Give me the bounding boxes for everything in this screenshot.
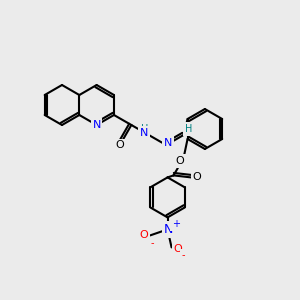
Text: -: -: [150, 238, 154, 248]
Text: O: O: [140, 230, 148, 240]
Text: N: N: [140, 128, 148, 138]
Text: O: O: [115, 140, 124, 150]
Text: O: O: [173, 244, 182, 254]
Text: H: H: [185, 124, 192, 134]
Text: N: N: [92, 120, 101, 130]
Text: N: N: [164, 223, 173, 236]
Text: -: -: [182, 250, 185, 260]
Text: +: +: [172, 219, 180, 230]
Text: O: O: [193, 172, 201, 182]
Text: O: O: [175, 156, 184, 166]
Text: H: H: [141, 124, 148, 134]
Text: N: N: [164, 138, 172, 148]
